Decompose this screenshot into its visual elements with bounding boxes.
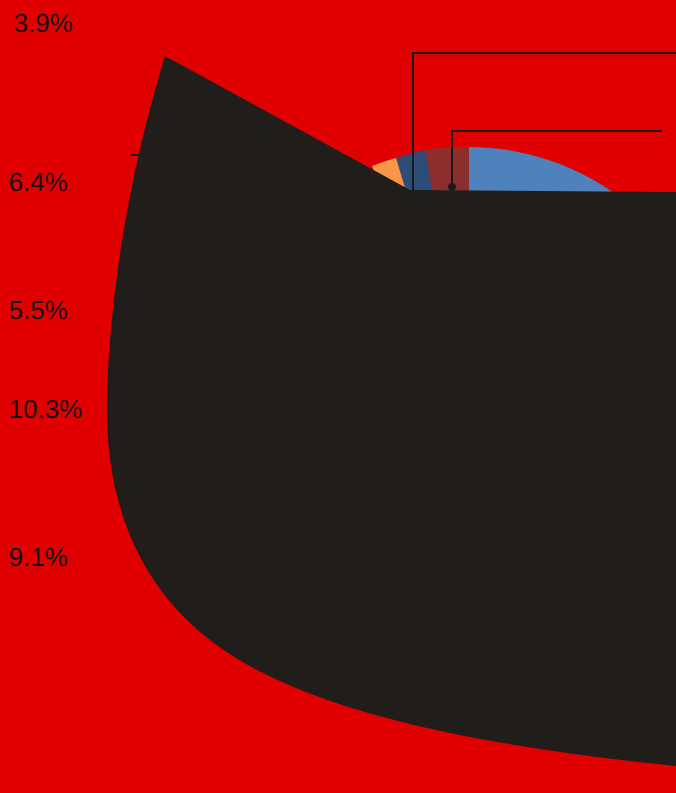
data-label-9-1: 9.1% — [9, 542, 69, 572]
data-label-5-5: 5.5% — [9, 295, 69, 325]
cat-ear-silhouette — [106, 56, 676, 766]
leader-line-outer — [412, 52, 676, 190]
data-label-10-3: 10.3% — [9, 394, 83, 424]
leader-line-inner — [451, 130, 662, 190]
data-label-6-4: 6.4% — [9, 167, 69, 197]
data-label-3-9: 3.9% — [14, 8, 74, 38]
leader-dot — [448, 183, 456, 191]
